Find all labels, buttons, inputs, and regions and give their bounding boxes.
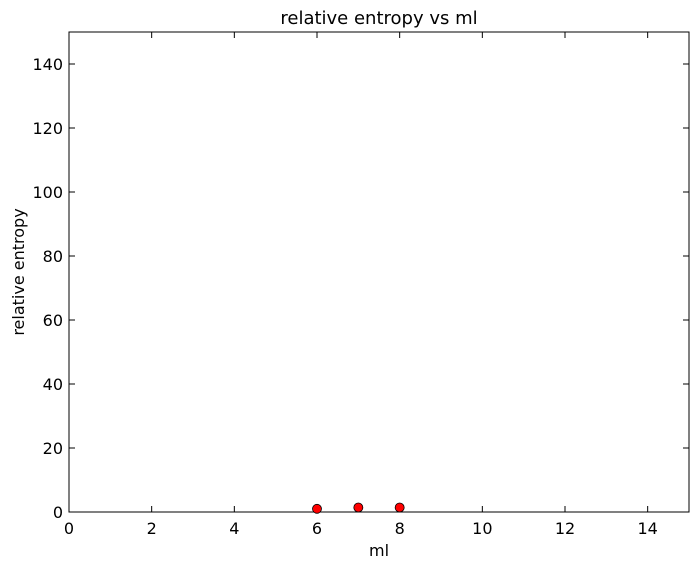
x-tick-label: 2: [147, 519, 157, 538]
y-tick-label: 80: [43, 247, 63, 266]
x-axis-ticks: 0 2 4 6 8 10 12 14: [64, 32, 658, 538]
y-tick-label: 100: [32, 183, 63, 202]
chart-title: relative entropy vs ml: [280, 8, 477, 29]
scatter-point: [394, 502, 405, 513]
x-tick-label: 10: [472, 519, 492, 538]
y-tick-label: 0: [53, 503, 63, 522]
y-tick-label: 60: [43, 311, 63, 330]
scatter-point: [353, 502, 364, 513]
x-tick-label: 4: [229, 519, 239, 538]
scatter-points: [312, 502, 405, 514]
y-tick-label: 40: [43, 375, 63, 394]
x-axis-label: ml: [369, 541, 389, 560]
y-axis-label: relative entropy: [9, 208, 28, 335]
x-tick-label: 6: [312, 519, 322, 538]
plot-area: [68, 31, 690, 513]
y-tick-label: 20: [43, 439, 63, 458]
y-axis-ticks: 0 20 40 60 80 100 120 140: [32, 55, 689, 522]
x-tick-label: 0: [64, 519, 74, 538]
x-tick-label: 12: [555, 519, 575, 538]
scatter-point: [312, 503, 322, 514]
y-tick-label: 120: [32, 119, 63, 138]
x-tick-label: 14: [637, 519, 657, 538]
y-tick-label: 140: [32, 55, 63, 74]
x-tick-label: 8: [395, 519, 405, 538]
